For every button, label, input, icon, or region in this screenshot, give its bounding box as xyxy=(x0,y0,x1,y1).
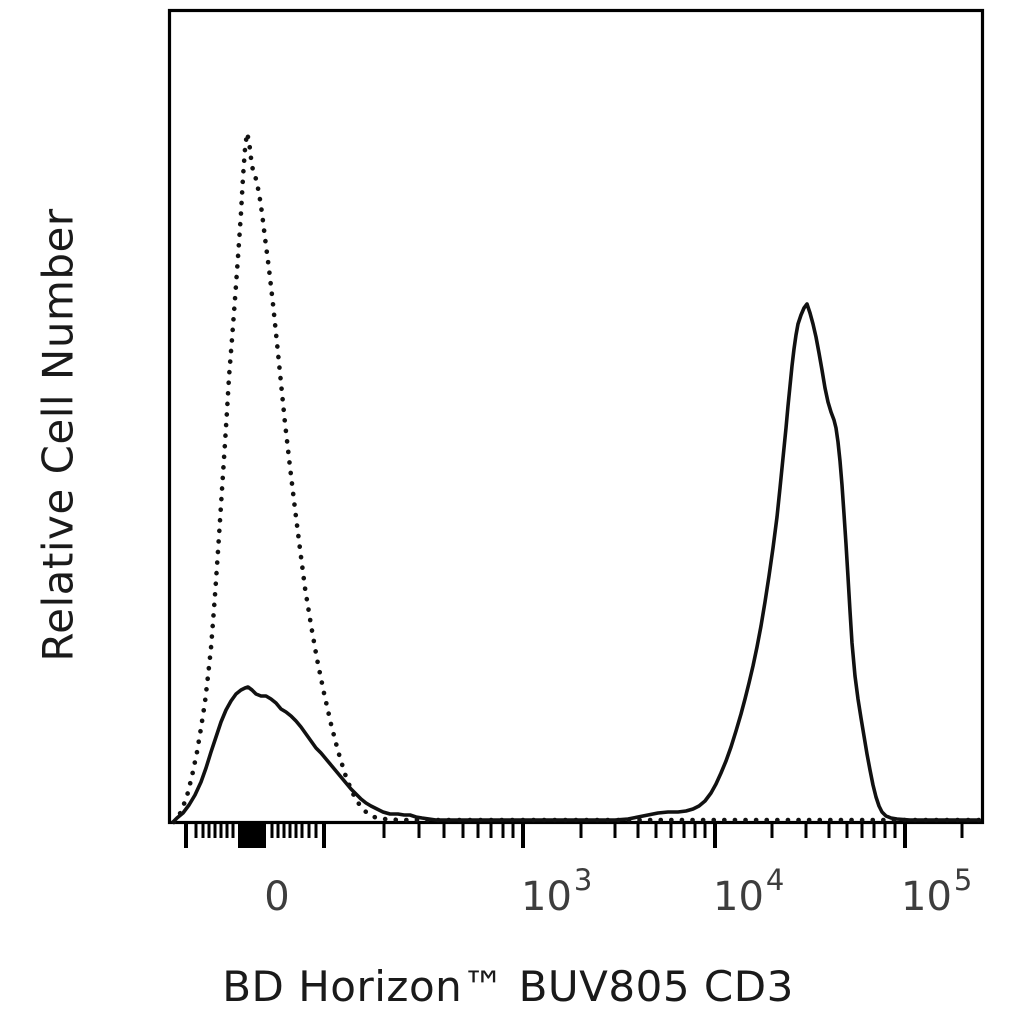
x-axis-tick-label: 103 xyxy=(521,863,592,920)
x-axis-label: BD Horizon™ BUV805 CD3 xyxy=(222,962,794,1011)
x-axis-tick-label: 0 xyxy=(264,874,289,920)
x-axis-tick-label: 104 xyxy=(713,863,784,920)
x-axis-zero-tick-block xyxy=(238,822,266,848)
x-axis-tick-label: 105 xyxy=(901,863,972,920)
solid-stained-curve xyxy=(170,302,980,825)
y-axis-label: Relative Cell Number xyxy=(33,208,83,662)
plot-frame xyxy=(167,8,985,825)
